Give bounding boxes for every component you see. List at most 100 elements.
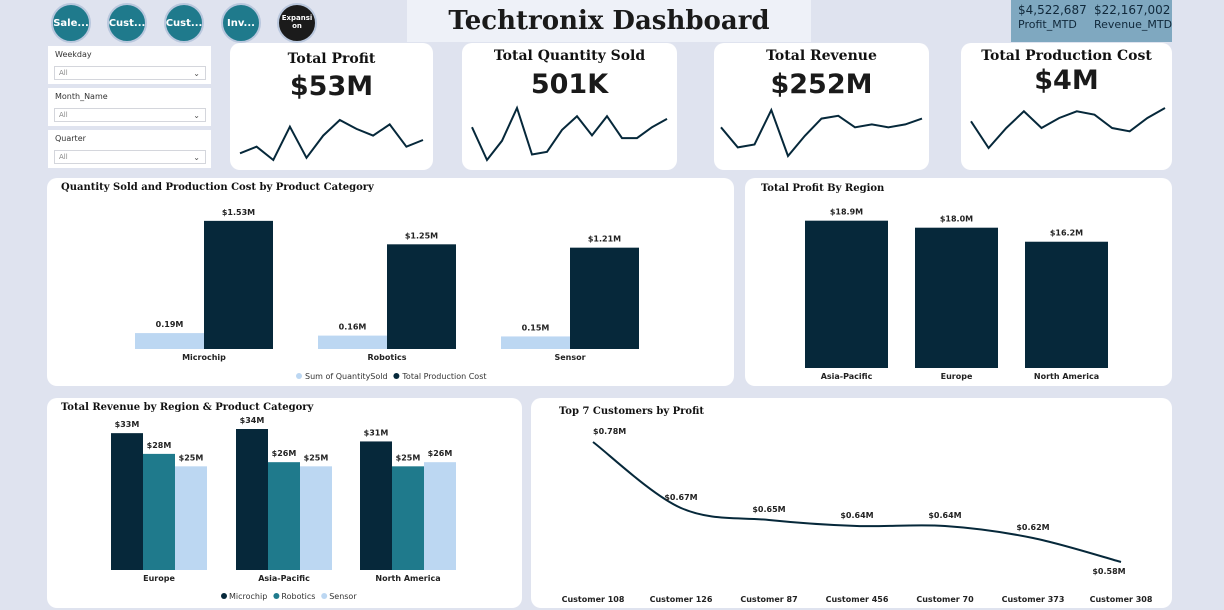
category-label: Customer 373 — [1002, 595, 1065, 604]
kpi-card-total-quantity-sold: Total Quantity Sold 501K — [462, 43, 677, 170]
kpi-title: Total Quantity Sold — [493, 48, 646, 64]
chart-card-top-customers: Top 7 Customers by Profit $0.78M Customer… — [531, 398, 1172, 608]
bar-sensor — [424, 462, 456, 570]
category-label: Customer 87 — [740, 595, 797, 604]
slicer-label: Month_Name — [55, 92, 108, 101]
chart-title: Top 7 Customers by Profit — [559, 406, 704, 417]
revenue-mtd-value: $22,167,002 — [1094, 3, 1171, 17]
data-label: $26M — [272, 449, 297, 458]
kpi-card-total-profit: Total Profit $53M — [230, 43, 433, 170]
slicer-weekday: Weekday All ⌄ — [48, 46, 211, 84]
bar — [805, 220, 888, 368]
nav-button-expansion[interactable]: Expansi on — [277, 3, 317, 43]
kpi-value: $53M — [289, 71, 374, 102]
category-label: Sensor — [554, 353, 585, 362]
dropdown-value: All — [59, 69, 68, 77]
chart-card-quantity-production-cost: Quantity Sold and Production Cost by Pro… — [47, 178, 734, 386]
bar-sensor — [300, 466, 332, 570]
profit-mtd-label: Profit_MTD — [1018, 18, 1077, 31]
sparkline — [720, 107, 923, 158]
sparkline — [970, 107, 1166, 150]
bar-microchip — [360, 441, 392, 570]
data-label: $25M — [179, 453, 204, 462]
data-label: $18.0M — [940, 215, 973, 224]
legend-label: Microchip — [229, 592, 267, 601]
bar-0 — [501, 336, 570, 349]
bar-1 — [387, 244, 456, 349]
kpi-card-total-production-cost: Total Production Cost $4M — [961, 43, 1172, 170]
revenue-mtd-label: Revenue_MTD — [1094, 18, 1173, 31]
data-label: $25M — [304, 453, 329, 462]
legend-marker — [393, 373, 400, 379]
sparkline-series — [239, 118, 424, 162]
data-label: $0.78M — [593, 427, 626, 436]
chart-title: Quantity Sold and Production Cost by Pro… — [61, 182, 374, 193]
sparkline-series — [970, 107, 1166, 150]
chart-card-profit-by-region: Total Profit By Region $18.9M Asia-Pacifi… — [745, 178, 1172, 386]
chart-top-customers: $0.78M Customer 108 $0.67M Customer 126 $0.6… — [562, 427, 1153, 604]
legend-label: Sum of QuantitySold — [305, 372, 388, 381]
weekday-dropdown[interactable]: All ⌄ — [54, 66, 206, 80]
data-label: $0.58M — [1092, 567, 1125, 576]
profit-mtd-value: $4,522,687 — [1018, 3, 1087, 17]
line-series — [592, 441, 1122, 563]
bar-robotics — [392, 466, 424, 570]
chart-revenue-by-region-category: $33M $28M $25M Europe $34M $26M $25M Asia-Pacif… — [111, 416, 456, 601]
category-label: Asia-Pacific — [258, 574, 310, 583]
bar-sensor — [175, 466, 207, 570]
slicer-quarter: Quarter All ⌄ — [48, 130, 211, 168]
page-title: Techtronix Dashboard — [448, 6, 770, 36]
category-label: North America — [375, 574, 440, 583]
kpi-value: $4M — [1034, 65, 1099, 96]
bar-robotics — [143, 453, 175, 570]
bar — [1025, 241, 1108, 368]
chart-card-revenue-by-region-category: Total Revenue by Region & Product Catego… — [47, 398, 522, 608]
data-label: $16.2M — [1050, 229, 1083, 238]
category-label: Robotics — [368, 353, 407, 362]
bar-microchip — [236, 429, 268, 570]
legend-label: Sensor — [329, 592, 357, 601]
mtd-card: $4,522,687 Profit_MTD $22,167,002 Revenu… — [1011, 0, 1172, 42]
chart-profit-by-region: $18.9M Asia-Pacific $18.0M Europe $16.2M Nort… — [805, 208, 1108, 381]
kpi-card-total-revenue: Total Revenue $252M — [714, 43, 929, 170]
legend-marker — [221, 593, 227, 599]
kpi-title: Total Revenue — [766, 48, 877, 64]
data-label: $33M — [115, 420, 140, 429]
data-label: $0.65M — [752, 505, 785, 514]
kpi-title: Total Production Cost — [981, 48, 1152, 64]
chart-quantity-production-cost: 0.19M $1.53M Microchip 0.16M $1.25M Robotics 0… — [135, 208, 639, 381]
bar-1 — [570, 247, 639, 349]
page-title-box: Techtronix Dashboard — [407, 0, 811, 42]
bar-0 — [135, 333, 204, 349]
category-label: Customer 126 — [650, 595, 713, 604]
legend-marker — [296, 373, 302, 379]
dropdown-value: All — [59, 111, 68, 119]
nav-button-customers-1[interactable]: Cust... — [107, 3, 147, 43]
kpi-value: $252M — [770, 69, 873, 100]
data-label: $31M — [364, 428, 389, 437]
kpi-value: 501K — [530, 69, 609, 100]
kpi-title: Total Profit — [287, 51, 376, 67]
data-label: $0.64M — [928, 511, 961, 520]
bar — [915, 227, 998, 368]
sparkline — [239, 118, 424, 162]
month-name-dropdown[interactable]: All ⌄ — [54, 108, 206, 122]
nav-button-customers-2[interactable]: Cust... — [164, 3, 204, 43]
legend-marker — [321, 593, 328, 599]
data-label: 0.16M — [339, 323, 367, 332]
category-label: Customer 308 — [1090, 595, 1153, 604]
category-label: Customer 70 — [916, 595, 974, 604]
legend-label: Robotics — [281, 592, 315, 601]
data-label: $0.62M — [1016, 523, 1049, 532]
bar-0 — [318, 335, 387, 349]
sparkline-series — [471, 105, 668, 162]
nav-button-inventory[interactable]: Inv... — [221, 3, 261, 43]
bar-1 — [204, 220, 273, 349]
chevron-down-icon: ⌄ — [193, 111, 200, 120]
data-label: $0.67M — [664, 493, 697, 502]
data-label: $1.21M — [588, 235, 621, 244]
sparkline-series — [720, 107, 923, 158]
quarter-dropdown[interactable]: All ⌄ — [54, 150, 206, 164]
data-label: $25M — [396, 453, 421, 462]
nav-button-sales[interactable]: Sale... — [51, 3, 91, 43]
